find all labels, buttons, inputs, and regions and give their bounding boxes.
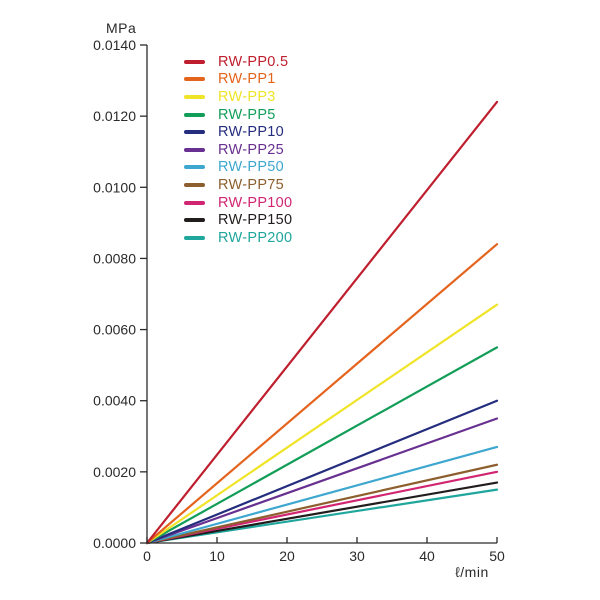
x-tick-label: 50 [489,548,505,564]
legend-swatch-icon [184,182,205,187]
x-tick-label: 0 [143,548,151,564]
x-tick-label: 10 [209,548,225,564]
legend-label: RW-PP200 [218,229,293,246]
y-tick-label: 0.0120 [93,108,136,124]
legend-item-rw-pp5: RW-PP5 [184,106,292,124]
x-axis-title: ℓ/min [455,564,489,580]
legend-item-rw-pp3: RW-PP3 [184,88,292,106]
legend-label: RW-PP1 [218,71,276,88]
series-line-rw-pp5 [145,346,499,545]
legend-item-rw-pp200: RW-PP200 [184,229,292,247]
series-line-rw-pp100 [145,470,499,545]
legend-item-rw-pp50: RW-PP50 [184,159,292,177]
y-axis-title: MPa [106,20,137,36]
legend-swatch-icon [184,147,205,152]
legend-label: RW-PP3 [218,88,276,105]
legend-label: RW-PP25 [218,141,285,158]
y-tick-label: 0.0060 [93,322,136,338]
legend-swatch-icon [184,94,205,99]
y-tick-label: 0.0020 [93,464,136,480]
series-line-rw-pp25 [145,417,499,545]
legend-label: RW-PP75 [218,176,285,193]
legend-item-rw-pp100: RW-PP100 [184,194,292,212]
series-line-rw-pp50 [145,445,499,545]
series-line-rw-pp3 [145,303,499,545]
legend-item-rw-pp10: RW-PP10 [184,123,292,141]
series-line-rw-pp200 [145,488,499,545]
legend-label: RW-PP5 [218,106,276,123]
legend-swatch-icon [184,165,205,170]
legend-swatch-icon [184,112,205,117]
legend-swatch-icon [184,218,205,223]
legend-swatch-icon [184,200,205,205]
x-tick-label: 20 [279,548,295,564]
legend-item-rw-pp25: RW-PP25 [184,141,292,159]
legend-item-rw-pp1: RW-PP1 [184,71,292,89]
legend-swatch-icon [184,59,205,64]
chart-legend: RW-PP0.5 RW-PP1 RW-PP3 RW-PP5 RW-PP10 RW-PP25… [184,53,292,247]
series-line-rw-pp10 [145,399,499,545]
legend-item-rw-pp0.5: RW-PP0.5 [184,53,292,71]
y-tick-label: 0.0040 [93,393,136,409]
legend-label: RW-PP100 [218,194,293,211]
series-line-rw-pp150 [145,481,499,545]
legend-label: RW-PP0.5 [218,53,289,70]
series-line-rw-pp0.5 [145,100,499,545]
legend-item-rw-pp150: RW-PP150 [184,211,292,229]
legend-swatch-icon [184,77,205,82]
y-tick-label: 0.0140 [93,37,136,53]
y-tick-label: 0.0100 [93,179,136,195]
legend-label: RW-PP10 [218,124,285,141]
legend-swatch-icon [184,235,205,240]
y-tick-label: 0.0000 [93,535,136,551]
x-tick-label: 40 [419,548,435,564]
series-line-rw-pp75 [145,463,499,545]
legend-swatch-icon [184,130,205,135]
legend-label: RW-PP150 [218,212,293,229]
y-tick-label: 0.0080 [93,250,136,266]
legend-item-rw-pp75: RW-PP75 [184,176,292,194]
legend-label: RW-PP50 [218,159,285,176]
series-line-rw-pp1 [145,243,499,545]
x-tick-label: 30 [349,548,365,564]
